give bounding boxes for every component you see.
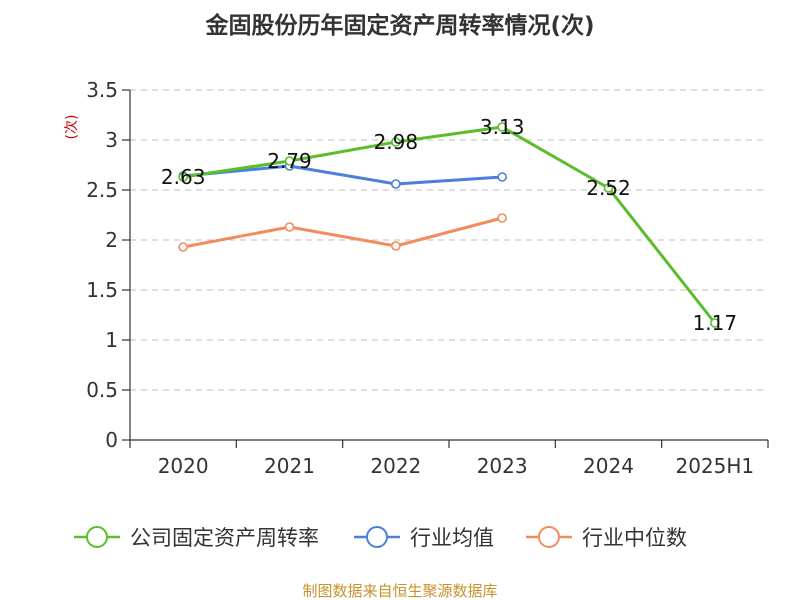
y-tick-label: 2.5 <box>86 178 118 202</box>
data-point <box>603 183 614 193</box>
data-point <box>391 137 401 147</box>
x-tick-label: 2020 <box>158 454 209 478</box>
series-line <box>183 164 503 186</box>
data-label: 2.98 <box>374 130 419 154</box>
series-line <box>182 125 717 324</box>
legend-label: 行业均值 <box>410 526 494 550</box>
data-point <box>391 179 401 189</box>
chart-title: 金固股份历年固定资产周转率情况(次) <box>204 12 594 39</box>
series-lines <box>178 122 720 328</box>
data-label: 1.17 <box>693 311 738 335</box>
y-tick-label: 1.5 <box>86 278 118 302</box>
legend-marker <box>86 526 108 548</box>
data-label: 2.79 <box>267 149 312 173</box>
data-point <box>178 172 188 182</box>
legend-marker <box>538 526 560 548</box>
legend: 公司固定资产周转率 行业均值 行业中位数 <box>74 526 687 550</box>
source-note: 制图数据来自恒生聚源数据库 <box>302 582 497 600</box>
legend-label: 行业中位数 <box>582 526 687 550</box>
y-axis-label: (次) <box>64 115 80 140</box>
legend-label: 公司固定资产周转率 <box>130 526 319 550</box>
data-label: 2.63 <box>161 165 206 189</box>
data-point <box>497 122 507 132</box>
data-point <box>497 172 507 182</box>
y-tick-label: 3.5 <box>86 78 118 102</box>
data-label: 2.52 <box>586 176 631 200</box>
data-point <box>284 156 295 166</box>
series-line <box>182 216 503 249</box>
data-point <box>284 222 295 232</box>
data-point <box>391 241 401 251</box>
legend-marker <box>366 526 388 548</box>
data-label: 3.13 <box>480 115 525 139</box>
data-point <box>178 242 188 252</box>
x-tick-label: 2021 <box>264 454 315 478</box>
y-tick-label: 3 <box>105 128 118 152</box>
data-labels: 2.63 2.79 2.98 3.13 2.52 1.17 <box>161 115 737 335</box>
y-tick-label: 1 <box>105 328 118 352</box>
data-point <box>710 318 720 328</box>
data-point <box>497 213 507 223</box>
x-tick-label: 2025H1 <box>675 454 754 478</box>
axes: 0 0.5 1 1.5 2 2.5 3 3.5 2020 2021 2022 2023 2024 2025… <box>86 78 769 478</box>
x-tick-label: 2024 <box>583 454 634 478</box>
x-tick-label: 2022 <box>370 454 421 478</box>
gridlines <box>130 89 768 391</box>
y-tick-label: 0.5 <box>86 378 118 402</box>
y-tick-label: 0 <box>105 428 118 452</box>
x-tick-label: 2023 <box>477 454 528 478</box>
y-tick-label: 2 <box>105 228 118 252</box>
